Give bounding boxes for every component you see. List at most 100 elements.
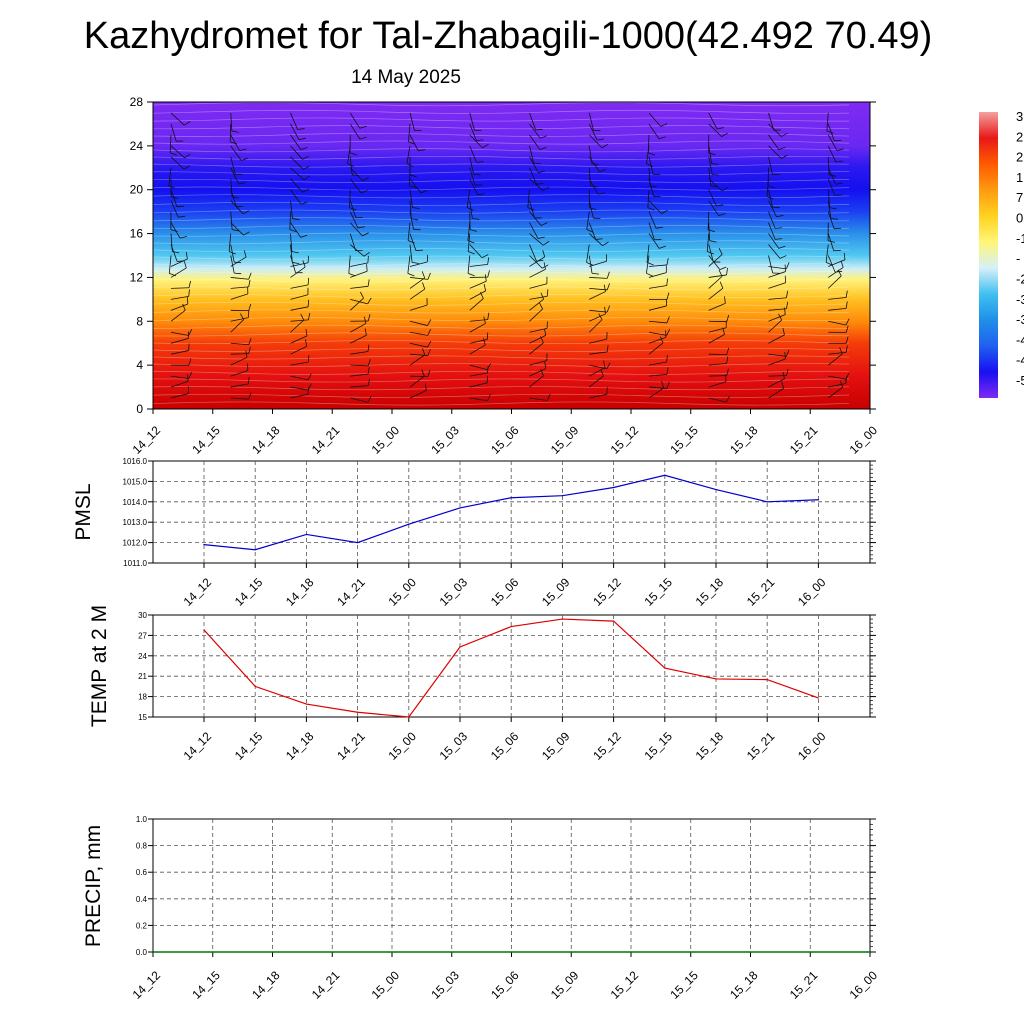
wind-barb <box>170 261 187 278</box>
isotherm-line <box>153 324 850 329</box>
wind-barb <box>828 372 850 380</box>
isotherm-line <box>153 171 850 176</box>
wind-barb <box>409 134 426 152</box>
wind-barb <box>529 250 546 267</box>
colorbar-label: -4 <box>1016 353 1024 368</box>
wind-barb <box>408 123 416 145</box>
wind-barb <box>529 178 550 192</box>
colorbar-label: -2 <box>1016 271 1024 286</box>
wind-barb <box>466 189 474 211</box>
wind-barb <box>407 222 415 244</box>
data-point <box>715 678 717 680</box>
x-tick-label: 14_18 <box>283 575 317 609</box>
wind-barb <box>888 270 901 288</box>
x-tick-label: 16_00 <box>795 575 829 609</box>
wind-barb <box>708 281 724 300</box>
wind-barb <box>827 145 843 163</box>
x-tick-label: 15_12 <box>608 423 642 457</box>
colorbar-label: - <box>1016 251 1020 266</box>
isotherm-line <box>153 294 850 299</box>
wind-barb <box>648 265 667 278</box>
isotherm-line <box>153 363 850 368</box>
y-tick-label: 1016.0 <box>123 457 148 466</box>
wind-barb <box>290 134 308 151</box>
wind-barb <box>409 271 426 289</box>
wind-barb <box>888 124 899 142</box>
wind-barb <box>768 134 786 150</box>
y-tick-label: 20 <box>130 183 144 197</box>
wind-barb <box>407 255 415 277</box>
data-point <box>357 711 359 713</box>
isotherm-line <box>153 109 850 114</box>
wind-barb <box>230 279 251 289</box>
wind-barb <box>885 179 891 200</box>
wind-barb <box>290 233 299 254</box>
x-tick-label: 15_12 <box>608 968 642 1002</box>
wind-barb <box>828 336 849 344</box>
data-point <box>203 629 205 631</box>
wind-barb <box>529 255 549 269</box>
wind-barb <box>589 271 610 279</box>
wind-barb <box>529 112 543 131</box>
x-tick-label: 15_06 <box>488 575 522 609</box>
colorbar-label: 2 <box>1016 129 1023 144</box>
x-tick-label: 15_09 <box>539 729 573 763</box>
wind-barb <box>826 112 834 134</box>
wind-barb <box>888 376 906 387</box>
x-tick-label: 14_12 <box>181 575 215 609</box>
wind-barb <box>469 270 490 278</box>
wind-barb <box>467 233 475 255</box>
wind-barb <box>170 280 192 289</box>
wind-barb <box>888 313 907 321</box>
x-tick-label: 16_00 <box>847 968 881 1002</box>
wind-barb <box>888 364 909 370</box>
wind-barb <box>290 373 312 381</box>
wind-barb <box>406 145 414 167</box>
wind-barb <box>648 381 670 389</box>
wind-barb <box>645 255 653 277</box>
wind-barb <box>827 178 842 196</box>
wind-barb <box>888 190 907 203</box>
wind-barb <box>350 316 367 333</box>
wind-barb <box>169 134 177 156</box>
wind-barb <box>230 112 239 133</box>
wind-barb <box>708 368 729 377</box>
wind-barb <box>768 327 785 344</box>
wind-barb <box>469 274 487 289</box>
isotherm-line <box>153 194 850 199</box>
wind-barb <box>888 135 903 151</box>
wind-barb <box>529 262 546 278</box>
colorbar-label: -3 <box>1016 312 1024 327</box>
wind-barb <box>529 276 548 289</box>
wind-barb <box>350 344 370 355</box>
wind-barb <box>648 336 664 355</box>
wind-barb <box>827 200 838 220</box>
wind-barb <box>827 233 841 252</box>
wind-barb <box>290 299 310 311</box>
wind-barb <box>768 301 789 311</box>
wind-barb <box>529 222 545 239</box>
pmsl-panel: 1011.0 1012.0 1013.0 1014.0 1015.0 1016.0 14_1… <box>72 457 876 609</box>
wind-barb <box>170 386 189 399</box>
isotherm-line <box>153 125 850 130</box>
cross-section-field <box>153 102 870 409</box>
wind-barb <box>648 328 671 336</box>
data-point <box>561 495 564 497</box>
x-tick-label: 14_18 <box>249 968 283 1002</box>
wind-barb <box>648 355 668 366</box>
wind-barb <box>767 167 775 189</box>
wind-barb <box>648 200 668 214</box>
data-point <box>305 533 307 536</box>
wind-barb <box>708 134 716 156</box>
wind-barb <box>529 321 548 333</box>
wind-barb <box>469 332 489 344</box>
wind-barb <box>589 369 604 388</box>
x-tick-label: 15_21 <box>744 729 778 763</box>
x-tick-label: 15_03 <box>428 423 462 457</box>
y-tick-label: 1011.0 <box>123 559 147 568</box>
temperature-2m-panel: 15 18 21 24 27 30 14_12 14_15 14_18 14_21 15_00 15_… <box>88 605 876 763</box>
data-point <box>203 544 205 546</box>
wind-barb <box>827 134 845 151</box>
wind-barb <box>170 331 189 344</box>
wind-barb <box>647 189 655 211</box>
